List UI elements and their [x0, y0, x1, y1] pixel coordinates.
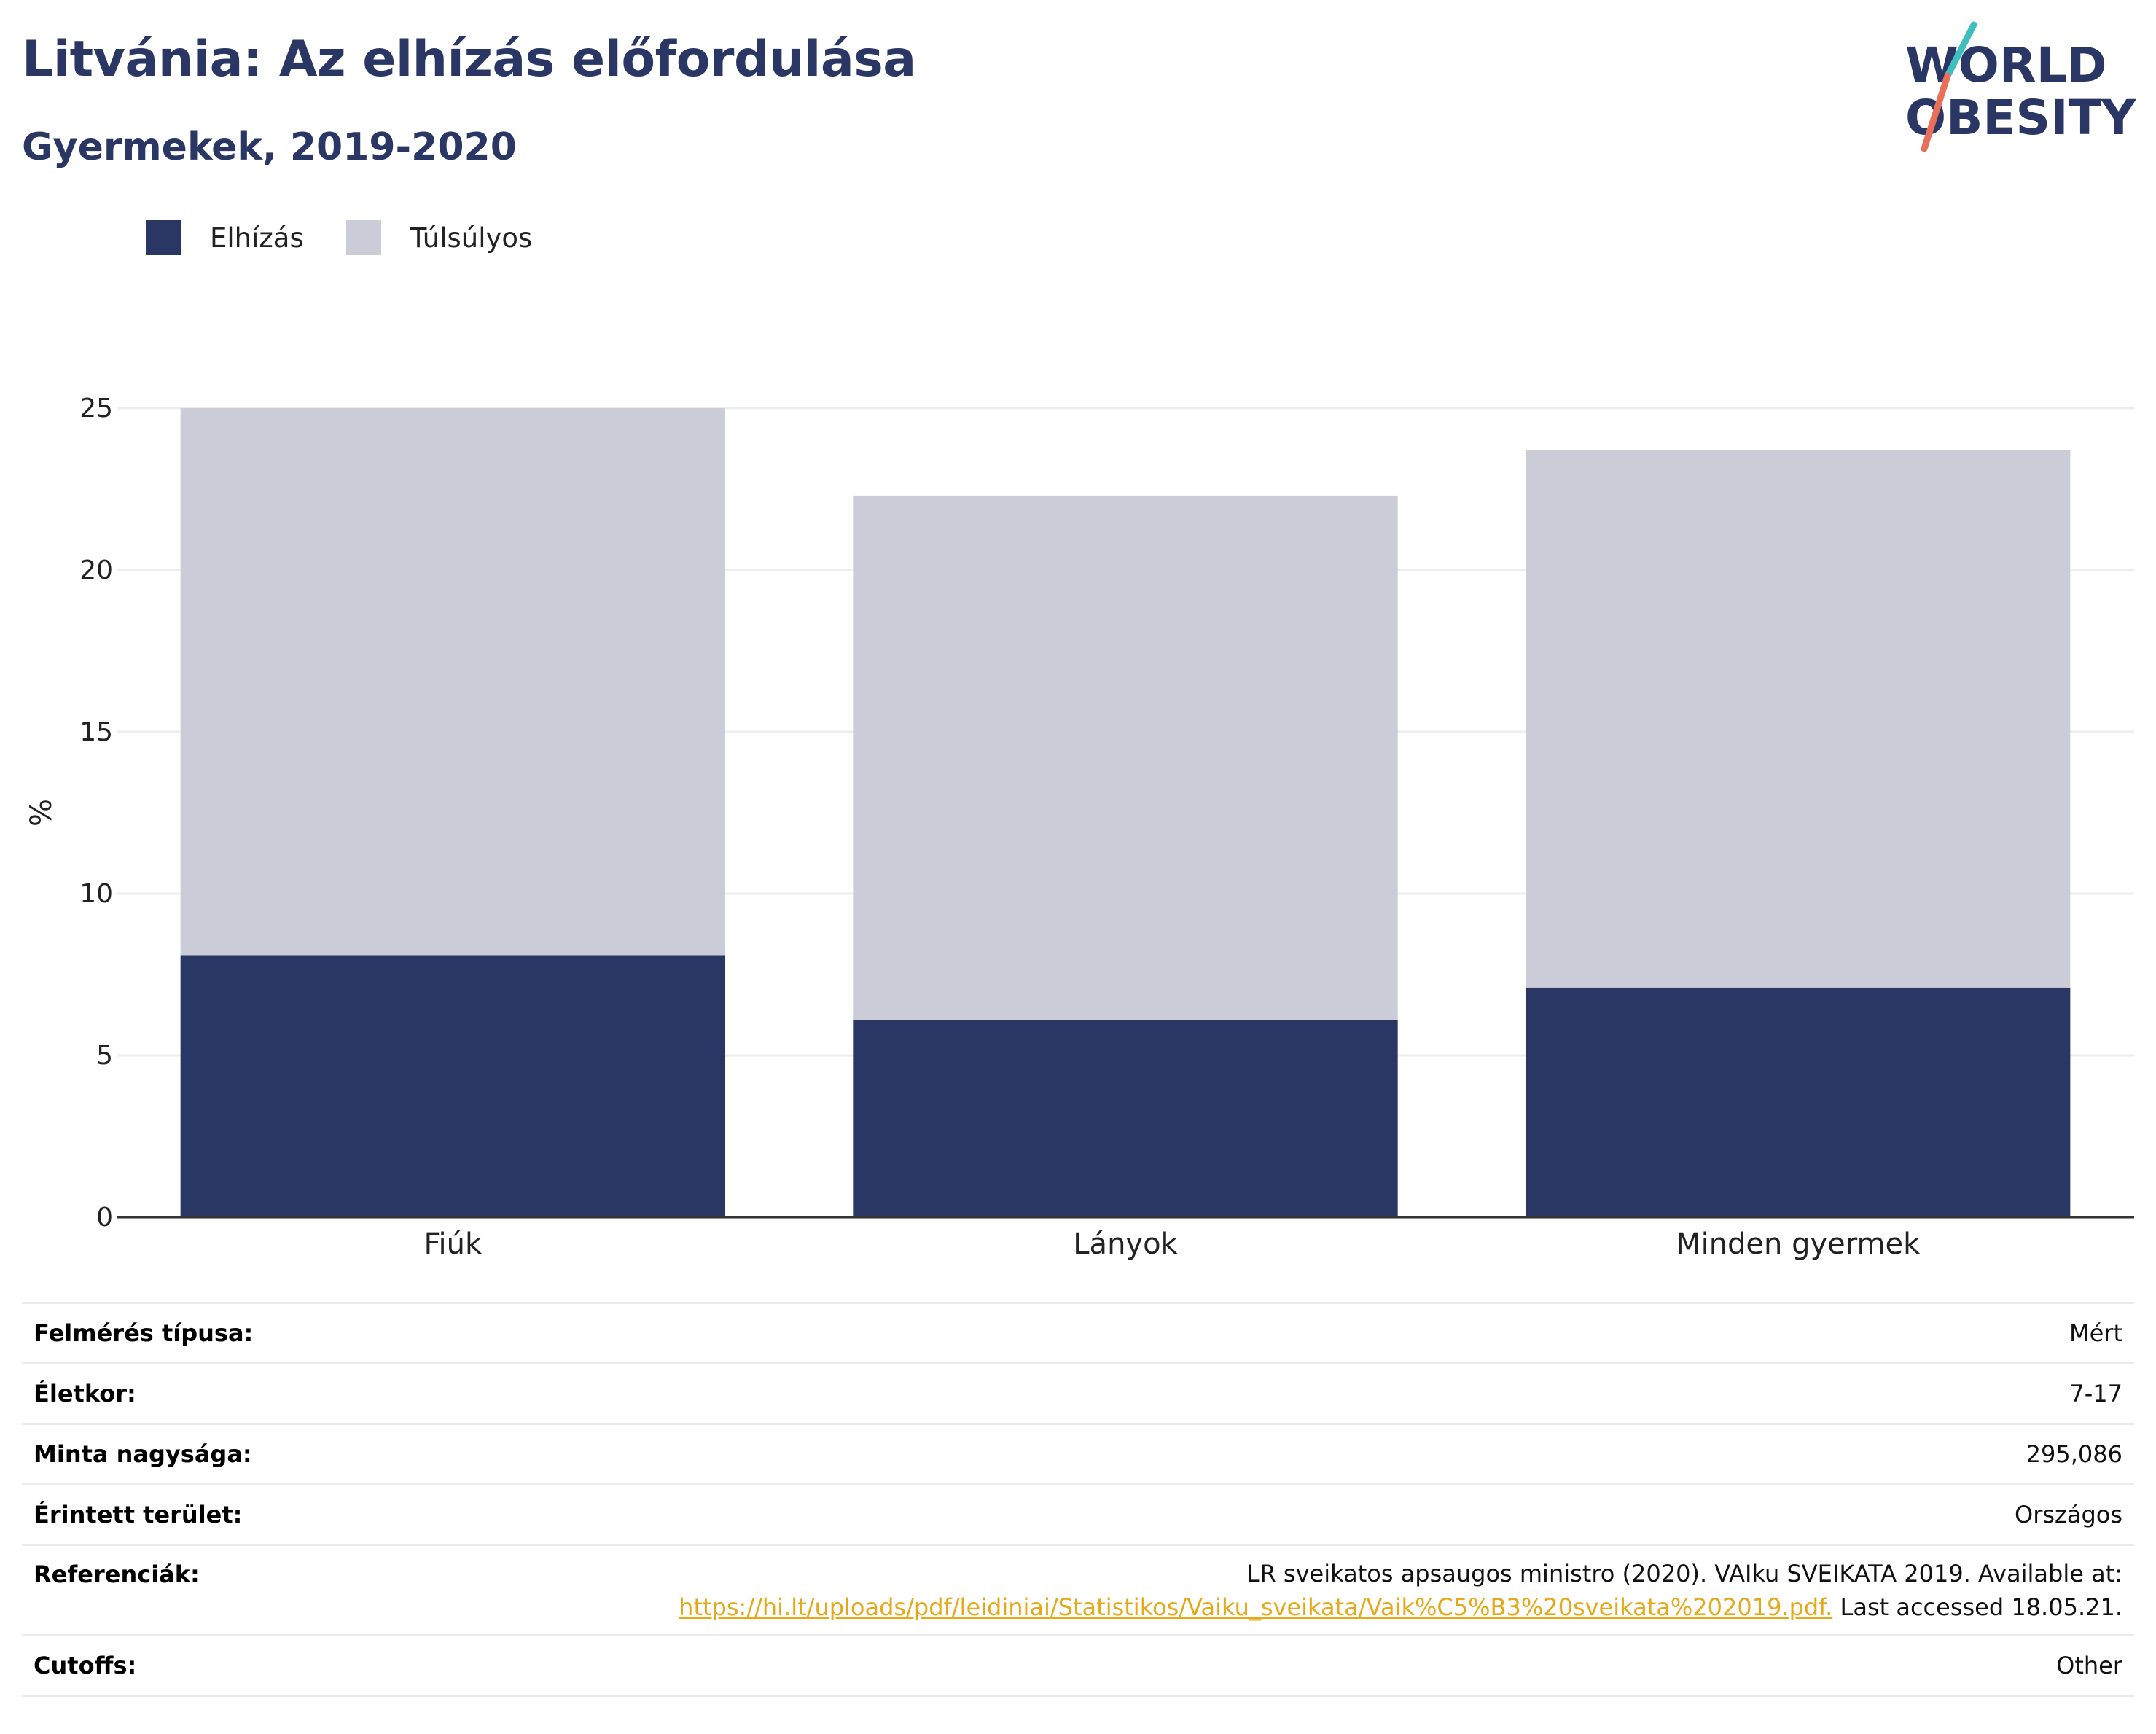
x-tick-label: Fiúk [423, 1227, 483, 1261]
info-label: Minta nagysága: [22, 1423, 322, 1485]
info-label: Életkor: [22, 1362, 322, 1424]
legend-item-overweight[interactable]: Túlsúlyos [345, 220, 533, 255]
info-value: Országos [321, 1483, 2134, 1545]
x-tick-label: Lányok [1073, 1227, 1178, 1261]
legend-label-overweight: Túlsúlyos [410, 222, 533, 254]
page-title: Litvánia: Az elhízás előfordulása [22, 31, 916, 88]
logo-text-obesity: OBESITY [1905, 90, 2137, 146]
y-tick-label: 15 [79, 717, 113, 747]
info-row: Minta nagysága: 295,086 [22, 1423, 2134, 1485]
world-obesity-logo: WORLD OBESITY [1905, 21, 2137, 152]
chart-legend: Elhízás Túlsúlyos [146, 216, 574, 259]
legend-label-obesity: Elhízás [210, 222, 304, 254]
info-label: Referenciák: [22, 1544, 322, 1636]
y-tick-label: 10 [79, 879, 113, 909]
x-tick-label: Minden gyermek [1676, 1227, 1921, 1261]
info-row: Cutoffs: Other [22, 1634, 2134, 1697]
info-row: Felmérés típusa: Mért [22, 1302, 2134, 1364]
bar-obesity-0 [180, 955, 726, 1217]
y-tick-label: 5 [96, 1041, 113, 1071]
y-tick-label: 20 [79, 555, 113, 585]
info-label: Felmérés típusa: [22, 1302, 322, 1364]
logo-text-world: WORLD [1905, 37, 2107, 93]
y-tick-label: 25 [79, 394, 113, 423]
bar-overweight-1 [853, 495, 1398, 1020]
info-value: Mért [321, 1302, 2134, 1364]
info-table: Felmérés típusa: Mért Életkor: 7-17 Mint… [22, 1302, 2134, 1697]
y-tick-label: 0 [96, 1203, 113, 1233]
info-row: Életkor: 7-17 [22, 1362, 2134, 1424]
references-value: LR sveikatos apsaugos ministro (2020). V… [321, 1544, 2134, 1636]
references-suffix: Last accessed 18.05.21. [1832, 1593, 2123, 1621]
info-row-references: Referenciák: LR sveikatos apsaugos minis… [22, 1544, 2134, 1636]
info-row: Érintett terület: Országos [22, 1483, 2134, 1545]
page-subtitle: Gyermekek, 2019-2020 [22, 125, 517, 169]
info-value: 295,086 [321, 1423, 2134, 1485]
bar-overweight-0 [180, 408, 726, 956]
references-text: LR sveikatos apsaugos ministro (2020). V… [1246, 1559, 2122, 1587]
info-value: Other [321, 1634, 2134, 1697]
legend-item-obesity[interactable]: Elhízás [146, 220, 304, 255]
info-value: 7-17 [321, 1362, 2134, 1424]
y-axis-title: % [25, 799, 58, 827]
bar-overweight-2 [1525, 450, 2071, 988]
bar-obesity-1 [853, 1020, 1398, 1217]
legend-swatch-obesity [146, 220, 181, 255]
legend-swatch-overweight [345, 220, 381, 255]
references-link[interactable]: https://hi.lt/uploads/pdf/leidiniai/Stat… [679, 1593, 1833, 1621]
logo-slash-red [1921, 72, 1951, 152]
info-label: Érintett terület: [22, 1483, 322, 1545]
info-label: Cutoffs: [22, 1634, 322, 1697]
bar-obesity-2 [1525, 987, 2071, 1217]
stacked-bar-chart: 0 5 10 15 20 25% Fiúk Lányok Minden gyermek [25, 394, 2134, 1261]
logo-slash-teal [1944, 21, 1977, 79]
